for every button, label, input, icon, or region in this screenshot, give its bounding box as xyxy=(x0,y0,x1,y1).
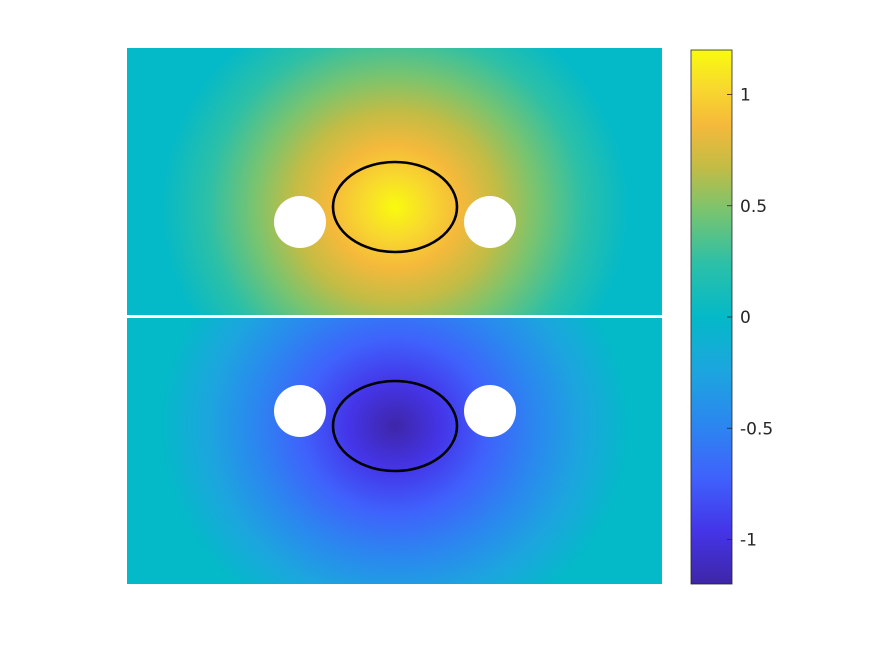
colorbar-tick-label: 0.5 xyxy=(740,197,767,217)
colorbar-tick-label: -0.5 xyxy=(740,419,773,439)
colorbar: 1 0.5 0 -0.5 -1 xyxy=(690,49,773,585)
top-left-hole xyxy=(274,196,326,248)
bottom-right-hole xyxy=(464,385,516,437)
top-ellipse-outline xyxy=(331,160,459,254)
panel-separator xyxy=(127,315,662,318)
bottom-ellipse-outline xyxy=(331,379,459,473)
bottom-left-hole xyxy=(274,385,326,437)
bottom-field xyxy=(127,318,662,584)
top-panel xyxy=(127,48,662,316)
colorbar-tick-label: -1 xyxy=(740,531,757,551)
colorbar-ticks: 1 0.5 0 -0.5 -1 xyxy=(727,86,773,551)
colorbar-gradient xyxy=(690,49,733,585)
bottom-panel xyxy=(127,318,662,584)
colorbar-tick-label: 1 xyxy=(740,86,751,106)
colorbar-tick-label: 0 xyxy=(740,308,751,328)
top-right-hole xyxy=(464,196,516,248)
top-field xyxy=(127,48,662,316)
